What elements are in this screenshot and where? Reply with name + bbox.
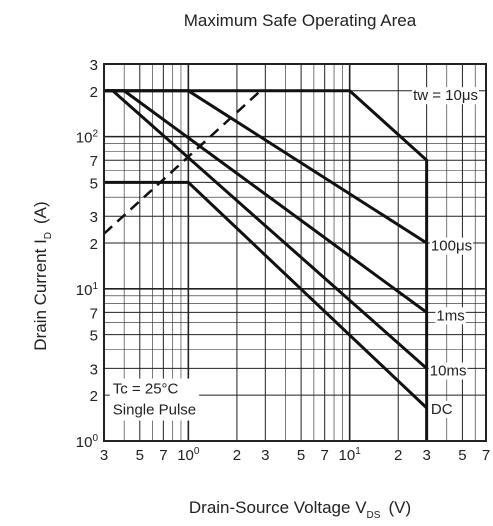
soa-line-100-s	[104, 89, 428, 245]
x-tick-label: 101	[339, 446, 362, 464]
y-tick-label: 100	[76, 433, 99, 451]
x-tick-label: 2	[394, 447, 402, 464]
x-axis-label: Drain-Source Voltage VDS (V)	[189, 498, 411, 521]
x-tick-label: 7	[159, 447, 167, 464]
y-tick-label: 2	[90, 84, 98, 101]
soa-line-tw-10-s	[104, 89, 429, 441]
x-tick-label: 5	[136, 447, 144, 464]
chart-title: Maximum Safe Operating Area	[184, 11, 417, 30]
y-tick-label: 101	[76, 281, 99, 299]
y-tick-label: 3	[90, 209, 98, 226]
series-group	[103, 89, 429, 441]
y-tick-label: 5	[90, 175, 98, 192]
x-tick-label: 3	[261, 447, 269, 464]
x-tick-label: 2	[233, 447, 241, 464]
x-tick-label: 100	[177, 446, 200, 464]
x-tick-label: 7	[321, 447, 329, 464]
x-tick-label: 3	[100, 447, 108, 464]
annotation-line: Single Pulse	[113, 402, 196, 419]
series-label: DC	[431, 401, 453, 418]
x-tick-labels: 3 5 7 100 2 3 5 7 101 2 3 5 7	[100, 446, 490, 464]
y-tick-label: 5	[90, 328, 98, 345]
y-axis-label: Drain Current ID(A)	[31, 201, 54, 350]
series-label-background	[412, 87, 479, 105]
x-tick-label: 5	[458, 447, 466, 464]
series-label: tw = 10μs	[413, 87, 478, 104]
y-tick-label: 7	[90, 305, 98, 322]
plot-frame	[103, 63, 487, 442]
series-label: 1ms	[436, 307, 464, 324]
y-tick-labels: 100 2 3 5 7 101 2 3 5 7 102 2 3	[76, 57, 99, 451]
series-label: 100μs	[431, 238, 472, 255]
y-tick-label: 3	[90, 361, 98, 378]
soa-line-dc	[104, 180, 428, 409]
series-label-background	[435, 307, 466, 325]
y-tick-label: 7	[90, 153, 98, 170]
x-tick-label: 3	[422, 447, 430, 464]
x-tick-label: 7	[482, 447, 490, 464]
series-labels: tw = 10μs 100μs 1ms 10ms DC	[412, 87, 479, 418]
y-tick-label: 2	[90, 388, 98, 405]
y-tick-label: 3	[90, 57, 98, 74]
x-tick-label: 5	[297, 447, 305, 464]
series-label-background	[429, 400, 454, 418]
soa-line-10ms	[104, 89, 428, 370]
series-label-background	[428, 362, 468, 380]
y-tick-label: 102	[76, 129, 99, 147]
annotation-background	[109, 378, 200, 421]
series-label-background	[429, 237, 474, 255]
conditions-annotation: Tc = 25°C Single Pulse	[109, 378, 200, 421]
series-label: 10ms	[430, 362, 467, 379]
y-tick-label: 2	[90, 236, 98, 253]
annotation-line: Tc = 25°C	[113, 381, 179, 398]
